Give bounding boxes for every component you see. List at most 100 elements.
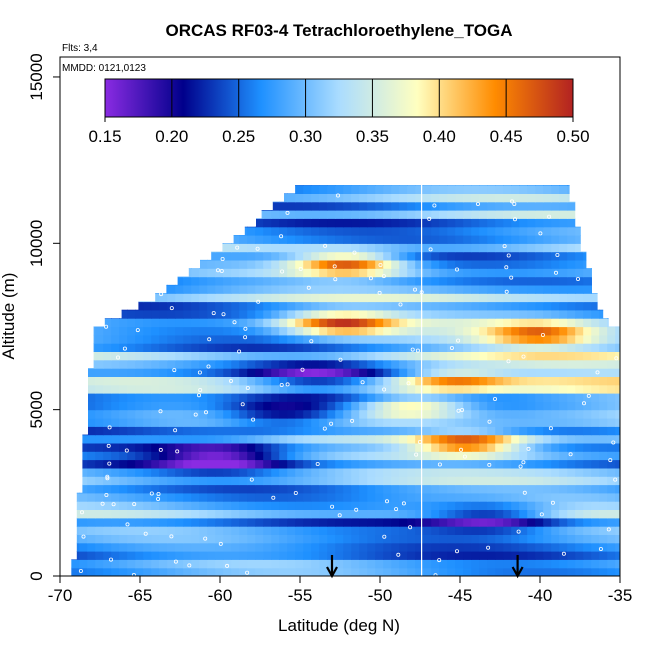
heatmap-cell (367, 384, 376, 394)
heatmap-cell (151, 276, 160, 286)
heatmap-cell (551, 259, 560, 269)
heatmap-cell (503, 459, 512, 469)
heatmap-cell (575, 226, 584, 236)
heatmap-cell (495, 210, 504, 219)
heatmap-cell (343, 284, 352, 294)
heatmap-cell (583, 501, 592, 510)
heatmap-cell (271, 268, 280, 278)
heatmap-cell (503, 418, 512, 427)
heatmap-cell (575, 334, 584, 344)
heatmap-cell (303, 534, 312, 544)
heatmap-cell (383, 334, 392, 344)
sample-point (338, 357, 343, 362)
heatmap-cell (103, 559, 112, 569)
heatmap-cell (215, 442, 224, 452)
heatmap-cell (567, 309, 576, 319)
heatmap-cell (271, 476, 280, 486)
heatmap-cell (607, 226, 616, 236)
heatmap-cell (175, 368, 184, 377)
heatmap-cell (407, 210, 416, 219)
heatmap-cell (79, 476, 88, 486)
heatmap-cell (279, 301, 288, 311)
heatmap-cell (431, 193, 440, 203)
heatmap-cell (87, 401, 96, 411)
heatmap-cell (447, 318, 456, 328)
heatmap-cell (95, 318, 104, 328)
heatmap-cell (471, 284, 480, 294)
heatmap-cell (471, 185, 480, 186)
heatmap-cell (71, 235, 80, 244)
heatmap-cell (391, 567, 400, 576)
heatmap-cell (607, 259, 616, 269)
heatmap-cell (615, 459, 620, 469)
heatmap-cell (471, 301, 480, 311)
heatmap-cell (247, 259, 256, 269)
heatmap-cell (191, 318, 200, 328)
heatmap-cell (567, 351, 576, 361)
heatmap-cell (71, 509, 80, 519)
heatmap-cell (239, 492, 248, 502)
sample-point (547, 214, 552, 219)
heatmap-cell (511, 526, 520, 535)
heatmap-cell (543, 343, 552, 352)
heatmap-cell (367, 476, 376, 486)
heatmap-cell (343, 551, 352, 560)
heatmap-cell (127, 476, 136, 486)
heatmap-cell (343, 384, 352, 394)
heatmap-cell (143, 492, 152, 502)
heatmap-cell (543, 567, 552, 576)
heatmap-cell (415, 409, 424, 419)
heatmap-cell (143, 251, 152, 261)
sample-point (143, 531, 148, 536)
heatmap-cell (447, 459, 456, 469)
heatmap-cell (255, 376, 264, 386)
heatmap-cell (95, 201, 104, 211)
heatmap-cell (127, 501, 136, 510)
sample-point (548, 426, 553, 431)
heatmap-cell (607, 426, 616, 436)
heatmap-cell (431, 268, 440, 278)
heatmap-cell (351, 384, 360, 394)
heatmap-cell (199, 459, 208, 469)
heatmap-cell (87, 251, 96, 261)
heatmap-cell (415, 210, 424, 219)
heatmap-cell (247, 393, 256, 402)
heatmap-cell (375, 351, 384, 361)
heatmap-cell (95, 243, 104, 253)
heatmap-cell (247, 409, 256, 419)
heatmap-cell (335, 218, 344, 228)
sample-point (521, 460, 526, 465)
heatmap-cell (119, 426, 128, 436)
heatmap-cell (391, 185, 400, 186)
sample-point (249, 477, 254, 482)
heatmap-cell (471, 401, 480, 411)
heatmap-cell (399, 351, 408, 361)
heatmap-cell (143, 501, 152, 510)
heatmap-cell (159, 442, 168, 452)
heatmap-cell (119, 559, 128, 569)
heatmap-cell (279, 293, 288, 303)
heatmap-cell (495, 368, 504, 377)
heatmap-cell (239, 442, 248, 452)
heatmap-cell (215, 268, 224, 278)
heatmap-cell (511, 442, 520, 452)
heatmap-cell (423, 384, 432, 394)
heatmap-cell (303, 351, 312, 361)
heatmap-cell (543, 334, 552, 344)
heatmap-cell (159, 384, 168, 394)
heatmap-cell (151, 559, 160, 569)
heatmap-cell (455, 567, 464, 576)
heatmap-cell (207, 559, 216, 569)
heatmap-cell (247, 359, 256, 369)
heatmap-cell (479, 301, 488, 311)
heatmap-cell (295, 226, 304, 236)
heatmap-cell (583, 185, 592, 194)
heatmap-cell (231, 185, 240, 194)
heatmap-cell (463, 218, 472, 228)
heatmap-cell (167, 459, 176, 469)
heatmap-cell (351, 185, 360, 186)
heatmap-cell (255, 318, 264, 328)
heatmap-cell (375, 218, 384, 228)
heatmap-cell (79, 401, 88, 411)
